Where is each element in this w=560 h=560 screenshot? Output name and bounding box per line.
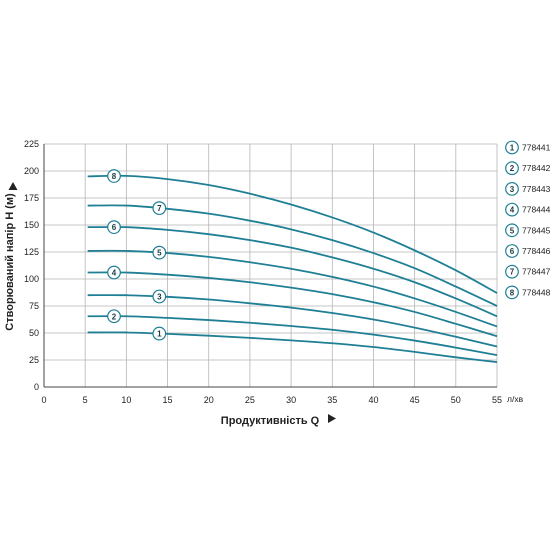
legend-marker-circle [505,181,519,196]
legend-marker-circle [505,140,519,155]
y-tick-label: 0 [34,382,39,392]
series-marker-8: 8 [107,169,121,183]
legend-item-1: 1 778441 [505,140,551,155]
legend-marker-circle [505,161,519,176]
series-marker-4: 4 [107,265,121,280]
legend-item-6: 6 778446 [505,244,551,258]
legend-marker-number: 8 [510,288,515,297]
legend-marker-circle [505,202,519,217]
legend-item-3: 3 778443 [505,181,551,196]
marker-number: 5 [157,249,162,258]
marker-circle [107,169,121,183]
y-tick-label: 100 [24,274,39,284]
legend-marker-number: 2 [510,164,515,173]
legend-label: 778441 [522,143,551,153]
x-tick-label: 25 [245,395,255,405]
series-line-2 [87,315,498,357]
series-line-6 [87,226,498,318]
legend-label: 778446 [522,246,551,256]
marker-circle [107,220,121,235]
x-tick-label: 20 [204,395,214,405]
x-tick-label: 50 [451,395,461,405]
x-tick-label: 55 [492,395,502,405]
y-tick-label: 25 [29,355,39,365]
legend-marker-circle [505,285,519,300]
marker-number: 1 [157,330,162,339]
series-line-3 [87,294,498,348]
legend-label: 778442 [522,163,551,173]
marker-circle [107,265,121,280]
x-tick-label: 0 [41,395,46,405]
legend-marker-circle [505,223,519,238]
series-marker-2: 2 [107,309,121,324]
y-tick-label: 75 [29,301,39,311]
legend: 1 778441 2 778442 3 778443 4 778444 5 778445 6 7784… [505,140,551,300]
marker-number: 8 [112,172,117,181]
y-tick-label: 125 [24,247,39,257]
legend-item-2: 2 778442 [505,161,551,176]
marker-number: 4 [112,269,117,278]
legend-item-8: 8 778448 [505,285,551,300]
y-tick-label: 150 [24,220,39,230]
series-marker-3: 3 [152,289,167,304]
series-marker-5: 5 [152,245,167,260]
series-marker-7: 7 [152,201,167,216]
legend-marker-number: 1 [510,144,515,153]
marker-circle [152,245,167,260]
x-axis-label: Продуктивність Q [221,415,320,427]
x-tick-label: 35 [327,395,337,405]
legend-marker-number: 5 [510,226,515,235]
legend-marker-circle [505,264,519,279]
series-line-1 [87,331,498,364]
legend-label: 778445 [522,225,551,235]
x-tick-label: 45 [410,395,420,405]
legend-item-5: 5 778445 [505,223,551,238]
series-marker-1: 1 [152,326,167,341]
x-tick-label: 5 [83,395,88,405]
marker-circle [152,326,167,341]
legend-item-7: 7 778447 [505,264,551,279]
x-axis-arrow-icon [328,414,336,423]
legend-marker-number: 4 [510,206,515,215]
legend-label: 778444 [522,205,551,215]
x-axis-unit: л/хв [507,394,524,404]
legend-label: 778443 [522,184,551,194]
y-tick-label: 225 [24,139,39,149]
y-tick-label: 200 [24,166,39,176]
series-line-4 [87,271,498,338]
y-tick-label: 50 [29,328,39,338]
series-line-8 [87,174,498,294]
marker-number: 2 [112,312,117,321]
axes: 0 5 10 15 20 25 30 35 40 45 50 55025507510012515017… [24,139,502,405]
y-axis-arrow-icon [8,182,18,190]
series-marker-6: 6 [107,220,121,235]
marker-number: 3 [157,292,162,301]
legend-label: 778448 [522,287,551,297]
x-tick-label: 10 [121,395,131,405]
marker-circle [152,201,167,216]
y-axis-label: Створюваний напір H (м) [4,193,16,331]
x-tick-label: 40 [368,395,378,405]
legend-item-4: 4 778444 [505,202,551,217]
series-markers: 1 2 3 4 5 6 7 8 [107,169,167,341]
legend-marker-number: 3 [510,185,515,194]
series-lines [87,174,498,364]
marker-number: 6 [112,223,117,232]
legend-marker-circle [505,244,519,258]
x-tick-label: 30 [286,395,296,405]
legend-label: 778447 [522,267,551,277]
y-tick-label: 175 [24,193,39,203]
legend-marker-number: 7 [510,268,515,277]
legend-marker-number: 6 [510,247,515,256]
marker-circle [107,309,121,324]
marker-number: 7 [157,204,162,213]
x-tick-label: 15 [163,395,173,405]
marker-circle [152,289,167,304]
